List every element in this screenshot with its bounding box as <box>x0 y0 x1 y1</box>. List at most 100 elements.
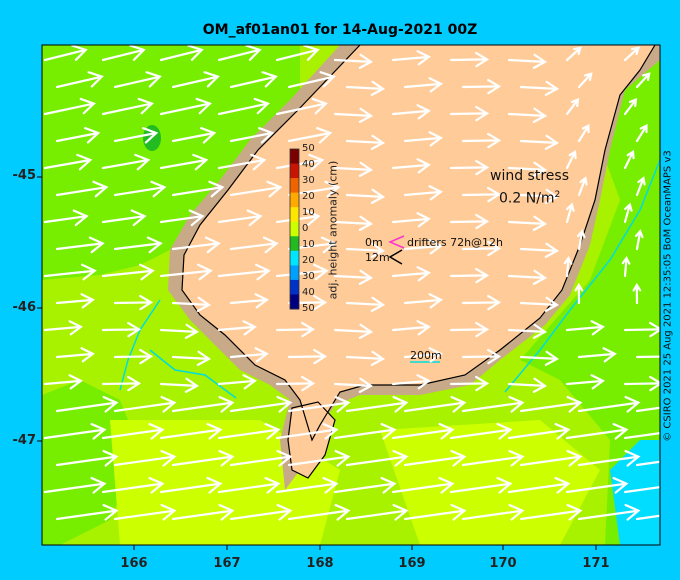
wind-arrow <box>577 72 593 89</box>
wind-arrow <box>403 449 467 467</box>
wind-arrow <box>507 161 548 177</box>
wind-arrow <box>217 153 267 171</box>
wind-arrow <box>507 53 548 69</box>
wind-arrow <box>403 131 443 147</box>
wind-arrow <box>101 375 142 392</box>
drifter-0m-symbol <box>388 235 405 249</box>
wind-arrow <box>55 236 105 254</box>
wind-arrow <box>159 323 200 339</box>
wind-arrow <box>55 449 119 467</box>
wind-arrow <box>507 476 571 494</box>
wind-arrow <box>519 188 560 204</box>
y-tick-label: -47 <box>12 433 37 448</box>
wind-arrow <box>229 293 269 309</box>
wind-arrow <box>159 209 205 227</box>
wind-arrow <box>577 395 641 413</box>
wind-arrow <box>333 323 374 339</box>
wind-arrow <box>577 503 641 521</box>
wind-arrow <box>55 126 101 144</box>
wind-arrow <box>391 320 431 336</box>
wind-arrow <box>113 236 163 254</box>
wind-arrow <box>43 320 83 336</box>
wind-arrow <box>287 71 336 89</box>
wind-arrow <box>55 71 104 89</box>
wind-arrow <box>333 107 374 123</box>
wind-arrow <box>333 215 374 231</box>
wind-arrow <box>507 422 571 440</box>
wind-arrow <box>519 296 560 312</box>
wind-arrow <box>171 71 220 89</box>
wind-arrow <box>217 476 281 494</box>
wind-arrow <box>449 159 490 176</box>
wind-arrow <box>171 236 221 254</box>
wind-arrow <box>217 374 257 390</box>
wind-arrow <box>333 422 397 440</box>
wind-arrow <box>391 422 455 440</box>
x-tick-label: 167 <box>213 556 241 571</box>
wind-arrow <box>345 188 386 204</box>
wind-arrow <box>275 45 320 62</box>
river-west <box>119 299 161 391</box>
wind-arrow <box>635 123 648 143</box>
wind-arrow <box>565 202 575 224</box>
y-tick-label: -46 <box>12 300 37 315</box>
wind-arrow <box>333 53 374 69</box>
credit-text: © CSIRO 2021 25 Aug 2021 12:35:05 BoM Oc… <box>662 150 674 442</box>
wind-arrow <box>159 422 223 440</box>
colorbar-tick: 50 <box>302 303 315 314</box>
wind-arrow <box>461 78 502 95</box>
wind-arrow <box>507 377 548 393</box>
wind-arrow <box>449 321 490 338</box>
colorbar-swatch <box>290 279 299 295</box>
wind-arrow <box>43 263 97 281</box>
wind-arrow <box>403 395 467 413</box>
wind-arrow <box>101 321 142 338</box>
colorbar-frame <box>289 148 300 310</box>
colorbar-tick: 30 <box>302 271 315 282</box>
wind-arrow <box>461 240 502 257</box>
wind-arrow <box>403 293 443 309</box>
colorbar-tick: 50 <box>302 143 315 154</box>
wind-arrow <box>519 350 560 366</box>
wind-arrow <box>101 209 147 227</box>
colorbar-tick: 40 <box>302 287 315 298</box>
wind-arrow <box>275 476 339 494</box>
wind-arrow <box>55 347 95 363</box>
wind-arrow <box>159 263 213 281</box>
wind-arrow <box>333 377 374 393</box>
wind-arrow <box>229 347 269 363</box>
drifter-0m-label: 0m <box>365 236 383 249</box>
wind-arrow <box>621 255 631 278</box>
colorbar-swatch <box>290 163 299 179</box>
colorbar-swatch <box>290 294 299 310</box>
wind-arrow <box>171 296 212 312</box>
wind-arrow <box>623 46 640 62</box>
wind-arrow <box>507 323 548 339</box>
wind-arrow <box>519 80 560 96</box>
wind-arrow <box>101 422 165 440</box>
wind-arrow <box>391 374 431 390</box>
wind-arrow <box>563 255 573 278</box>
colorbar-tick: 20 <box>302 255 315 266</box>
wind-arrow <box>391 266 431 282</box>
wind-arrow <box>159 153 209 171</box>
colorbar-tick: 20 <box>302 191 315 202</box>
wind-arrow <box>55 395 119 413</box>
wind-arrow <box>577 449 641 467</box>
wind-arrow <box>403 77 443 93</box>
wind-arrow <box>461 395 525 413</box>
wind-arrow <box>635 176 646 197</box>
wind-arrow <box>275 375 316 392</box>
wind-arrow <box>403 239 443 255</box>
wind-arrow <box>461 294 502 311</box>
wind-arrow <box>345 242 386 258</box>
wind-arrow <box>113 503 177 521</box>
wind-arrow <box>229 71 278 89</box>
wind-arrow <box>345 449 409 467</box>
wind-arrow <box>635 514 660 521</box>
wind-arrow <box>171 180 225 198</box>
wind-arrow <box>229 180 283 198</box>
wind-arrow <box>507 269 548 285</box>
wind-arrow <box>287 395 351 413</box>
